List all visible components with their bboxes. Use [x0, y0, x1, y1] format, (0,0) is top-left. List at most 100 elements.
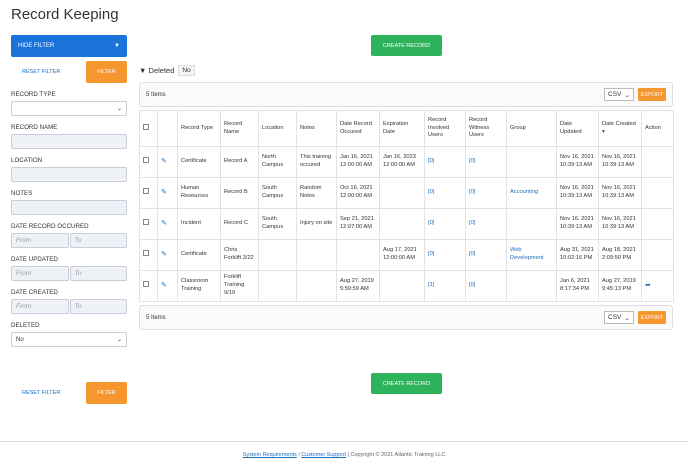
table-cell: Certificate	[177, 239, 221, 271]
table-cell[interactable]: Web Development	[506, 239, 557, 271]
row-select-cell[interactable]	[139, 146, 158, 178]
table-cell[interactable]: Accounting	[506, 177, 557, 209]
edit-icon[interactable]: ✎	[161, 251, 167, 259]
date-created-label: DATE CREATED	[11, 289, 58, 296]
table-cell[interactable]: [0]	[465, 177, 507, 209]
export-format-value: CSV	[608, 91, 622, 98]
hide-filter-button[interactable]: HIDE FILTER ▼	[11, 35, 127, 57]
table-cell: Record A	[220, 146, 259, 178]
table-cell: Aug 27, 2019 5:59:59 AM	[336, 270, 380, 302]
chevron-down-icon: ⌄	[116, 337, 122, 343]
row-checkbox[interactable]	[143, 157, 149, 164]
table-cell	[506, 270, 557, 302]
table-cell	[641, 146, 674, 178]
export-format-select-bottom[interactable]: CSV ⌄	[604, 311, 634, 324]
column-header: Date Updated	[556, 110, 599, 147]
table-cell[interactable]: [0]	[465, 146, 507, 178]
filter-button-bottom[interactable]: FILTER	[86, 382, 127, 404]
column-header: Record Witness Users	[465, 110, 507, 147]
copyright-text: | Copyright © 2021 Atlantic Training LLC	[345, 452, 446, 458]
column-header: Record Involved Users	[424, 110, 466, 147]
table-cell[interactable]: ➦	[641, 270, 674, 302]
table-cell[interactable]: [0]	[424, 146, 466, 178]
deleted-select[interactable]: No ⌄	[11, 332, 127, 347]
row-checkbox[interactable]	[143, 281, 149, 288]
table-cell	[336, 239, 380, 271]
table-cell[interactable]: [0]	[465, 270, 507, 302]
table-row: ✎ Human Resources Record B South Campus Rand…	[139, 177, 674, 209]
occurred-to-input[interactable]: To	[69, 233, 127, 248]
row-edit-cell[interactable]: ✎	[157, 208, 178, 240]
create-record-button[interactable]: CREATE RECORD	[371, 35, 442, 56]
notes-input[interactable]	[11, 200, 127, 215]
select-all-cell[interactable]	[139, 110, 158, 147]
table-cell[interactable]: [1]	[424, 270, 466, 302]
table-cell: Record C	[220, 208, 259, 240]
table-cell[interactable]: [0]	[465, 239, 507, 271]
table-cell: Aug 17, 2021 12:00:00 AM	[379, 239, 425, 271]
updated-from-input[interactable]: From	[11, 266, 69, 281]
deleted-toggle-label: Deleted	[148, 65, 175, 75]
table-cell[interactable]: [0]	[424, 208, 466, 240]
table-cell	[641, 239, 674, 271]
row-checkbox[interactable]	[143, 250, 149, 257]
row-edit-cell[interactable]: ✎	[157, 177, 178, 209]
updated-to-input[interactable]: To	[69, 266, 127, 281]
column-header: Action	[641, 110, 674, 147]
table-cell[interactable]: [0]	[424, 177, 466, 209]
deleted-toggle[interactable]: ▼ Deleted No	[139, 64, 673, 76]
table-cell: Nov 16, 2021 10:39:13 AM	[556, 146, 599, 178]
hide-filter-label: HIDE FILTER	[18, 43, 55, 49]
create-record-button-bottom[interactable]: CREATE RECORD	[371, 373, 442, 394]
column-header[interactable]: Date Created ▾	[598, 110, 642, 147]
table-toolbar-top: 5 Items CSV ⌄ EXPORT	[139, 82, 673, 107]
row-select-cell[interactable]	[139, 177, 158, 209]
location-input[interactable]	[11, 167, 127, 182]
table-cell: Certificate	[177, 146, 221, 178]
filter-button[interactable]: FILTER	[86, 61, 127, 83]
row-checkbox[interactable]	[143, 188, 149, 195]
table-cell[interactable]: [0]	[424, 239, 466, 271]
edit-col-header	[157, 110, 178, 147]
table-cell: Aug 31, 2021 10:02:16 PM	[556, 239, 599, 271]
row-edit-cell[interactable]: ✎	[157, 146, 178, 178]
export-button[interactable]: EXPORT	[638, 88, 666, 101]
row-edit-cell[interactable]: ✎	[157, 239, 178, 271]
table-cell: Aug 18, 2021 2:09:50 PM	[598, 239, 642, 271]
table-row: ✎ Incident Record C South Campus Injury on s…	[139, 208, 674, 240]
table-cell: Chris Forklift 3/22	[220, 239, 259, 271]
item-count-bottom: 5 Items	[146, 314, 166, 321]
row-checkbox[interactable]	[143, 219, 149, 226]
row-select-cell[interactable]	[139, 208, 158, 240]
table-cell	[296, 239, 337, 271]
record-type-label: RECORD TYPE	[11, 91, 56, 98]
occurred-from-input[interactable]: From	[11, 233, 69, 248]
table-row: ✎ Classroom Training Forklift Training 9/1…	[139, 270, 674, 302]
row-select-cell[interactable]	[139, 239, 158, 271]
export-format-select[interactable]: CSV ⌄	[604, 88, 634, 101]
table-cell: Aug 27, 2019 9:45:13 PM	[598, 270, 642, 302]
funnel-icon: ▼	[114, 43, 120, 49]
row-select-cell[interactable]	[139, 270, 158, 302]
edit-icon[interactable]: ✎	[161, 189, 167, 197]
edit-icon[interactable]: ✎	[161, 282, 167, 290]
page-title: Record Keeping	[11, 6, 119, 23]
edit-icon[interactable]: ✎	[161, 158, 167, 166]
table-cell: Forklift Training 9/19	[220, 270, 259, 302]
row-edit-cell[interactable]: ✎	[157, 270, 178, 302]
main-content: CREATE RECORD ▼ Deleted No 5 Items CSV ⌄ EX…	[139, 35, 674, 330]
share-icon[interactable]: ➦	[645, 282, 651, 290]
table-cell[interactable]: [0]	[465, 208, 507, 240]
column-header: Location	[258, 110, 297, 147]
export-button-bottom[interactable]: EXPORT	[638, 311, 666, 324]
record-type-select[interactable]: ⌄	[11, 101, 127, 116]
created-from-input[interactable]: From	[11, 299, 69, 314]
record-name-input[interactable]	[11, 134, 127, 149]
reset-filter-link-bottom[interactable]: RESET FILTER	[22, 390, 61, 396]
created-to-input[interactable]: To	[69, 299, 127, 314]
edit-icon[interactable]: ✎	[161, 220, 167, 228]
reset-filter-link[interactable]: RESET FILTER	[22, 69, 61, 75]
system-requirements-link[interactable]: System Requirements	[242, 452, 297, 458]
select-all-checkbox[interactable]	[143, 123, 149, 130]
customer-support-link[interactable]: Customer Support	[301, 452, 346, 458]
